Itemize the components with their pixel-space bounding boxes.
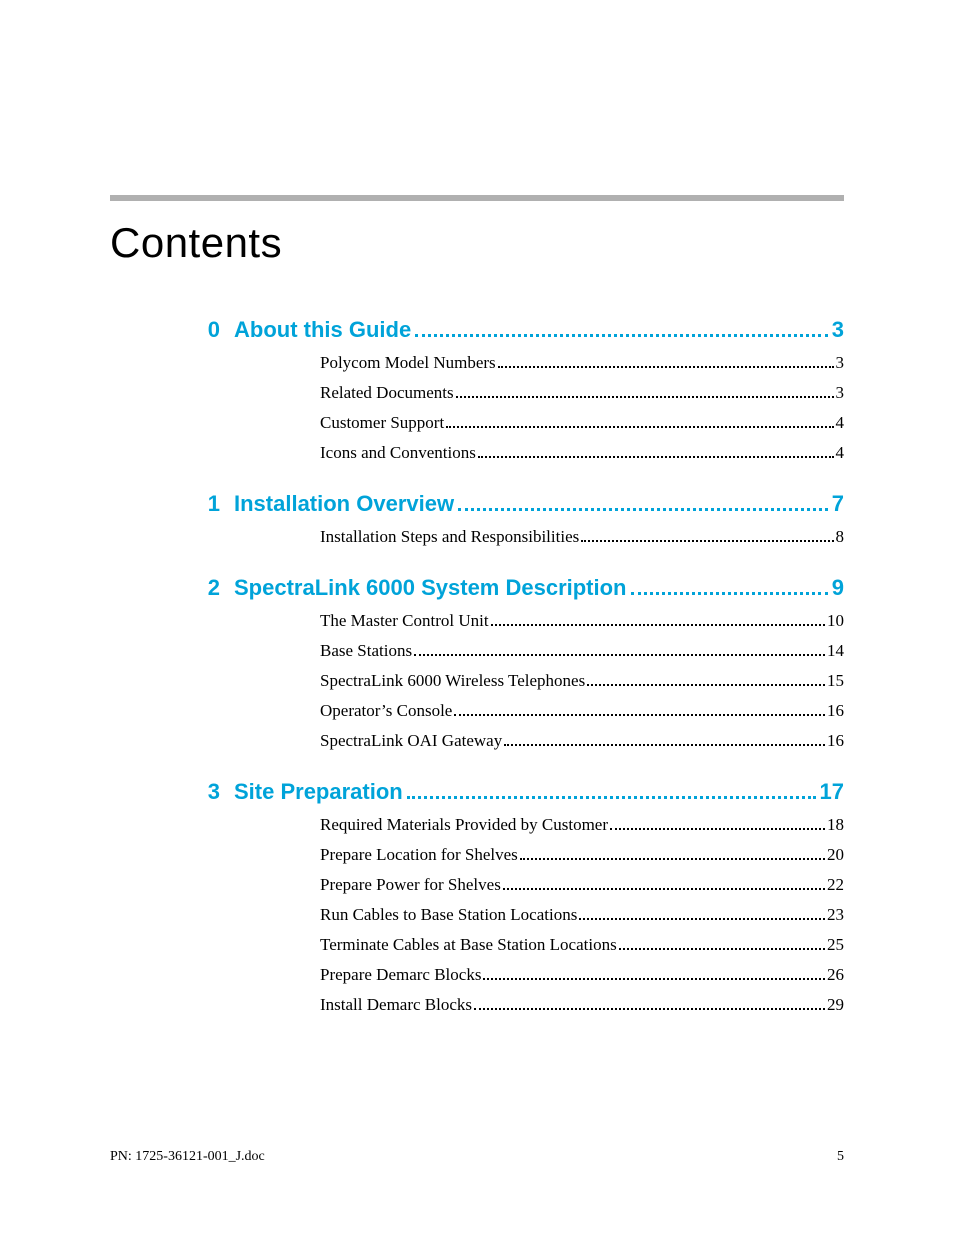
toc-subitem: Polycom Model Numbers 3 xyxy=(320,353,844,373)
sub-page: 23 xyxy=(827,905,844,925)
sub-page: 8 xyxy=(836,527,845,547)
sub-title: Install Demarc Blocks xyxy=(320,995,472,1015)
table-of-contents: 0 About this Guide 3 Polycom Model Numbe… xyxy=(190,317,844,1015)
leader-dots xyxy=(619,948,825,950)
sub-title: SpectraLink OAI Gateway xyxy=(320,731,502,751)
toc-subitem: Install Demarc Blocks 29 xyxy=(320,995,844,1015)
sub-page: 4 xyxy=(836,443,845,463)
sub-title: Terminate Cables at Base Station Locatio… xyxy=(320,935,617,955)
leader-dots xyxy=(454,714,825,716)
page-footer: PN: 1725-36121-001_J.doc 5 xyxy=(110,1149,844,1165)
sub-page: 22 xyxy=(827,875,844,895)
footer-page-number: 5 xyxy=(837,1149,844,1165)
section-page: 3 xyxy=(832,317,844,343)
leader-dots xyxy=(456,396,834,398)
sub-page: 4 xyxy=(836,413,845,433)
sub-page: 10 xyxy=(827,611,844,631)
sub-page: 15 xyxy=(827,671,844,691)
top-rule xyxy=(110,195,844,201)
section-line: About this Guide 3 xyxy=(234,317,844,343)
toc-subitem: Prepare Location for Shelves 20 xyxy=(320,845,844,865)
toc-section: 2 SpectraLink 6000 System Description 9 xyxy=(190,575,844,601)
section-title: Installation Overview xyxy=(234,491,454,517)
section-title: SpectraLink 6000 System Description xyxy=(234,575,627,601)
sub-page: 16 xyxy=(827,701,844,721)
sub-page: 3 xyxy=(836,383,845,403)
section-title: About this Guide xyxy=(234,317,411,343)
toc-subitem: The Master Control Unit 10 xyxy=(320,611,844,631)
sub-title: Icons and Conventions xyxy=(320,443,476,463)
leader-dots xyxy=(610,828,825,830)
sub-title: Operator’s Console xyxy=(320,701,452,721)
section-number: 1 xyxy=(190,491,220,517)
section-page: 7 xyxy=(832,491,844,517)
page-title: Contents xyxy=(110,219,844,267)
sub-page: 29 xyxy=(827,995,844,1015)
section-line: SpectraLink 6000 System Description 9 xyxy=(234,575,844,601)
sub-title: Prepare Location for Shelves xyxy=(320,845,518,865)
toc-section: 1 Installation Overview 7 xyxy=(190,491,844,517)
leader-dots xyxy=(498,366,834,368)
section-line: Site Preparation 17 xyxy=(234,779,844,805)
leader-dots xyxy=(631,592,828,595)
toc-subitem: Related Documents 3 xyxy=(320,383,844,403)
sub-title: Base Stations xyxy=(320,641,412,661)
sub-page: 18 xyxy=(827,815,844,835)
toc-subitem: Customer Support 4 xyxy=(320,413,844,433)
leader-dots xyxy=(579,918,825,920)
leader-dots xyxy=(458,508,828,511)
sub-title: The Master Control Unit xyxy=(320,611,489,631)
sub-title: SpectraLink 6000 Wireless Telephones xyxy=(320,671,585,691)
sub-page: 26 xyxy=(827,965,844,985)
leader-dots xyxy=(581,540,833,542)
toc-subitem: Prepare Power for Shelves 22 xyxy=(320,875,844,895)
toc-section: 0 About this Guide 3 xyxy=(190,317,844,343)
footer-doc-id: PN: 1725-36121-001_J.doc xyxy=(110,1149,265,1165)
section-page: 9 xyxy=(832,575,844,601)
toc-subitem: Terminate Cables at Base Station Locatio… xyxy=(320,935,844,955)
sub-title: Polycom Model Numbers xyxy=(320,353,496,373)
leader-dots xyxy=(474,1008,825,1010)
leader-dots xyxy=(483,978,825,980)
toc-subitem: Run Cables to Base Station Locations 23 xyxy=(320,905,844,925)
toc-subitem: Icons and Conventions 4 xyxy=(320,443,844,463)
leader-dots xyxy=(491,624,825,626)
sub-title: Related Documents xyxy=(320,383,454,403)
toc-section: 3 Site Preparation 17 xyxy=(190,779,844,805)
leader-dots xyxy=(407,796,816,799)
section-page: 17 xyxy=(820,779,844,805)
section-number: 0 xyxy=(190,317,220,343)
leader-dots xyxy=(587,684,825,686)
section-number: 2 xyxy=(190,575,220,601)
sub-title: Prepare Power for Shelves xyxy=(320,875,501,895)
sub-page: 14 xyxy=(827,641,844,661)
leader-dots xyxy=(414,654,825,656)
leader-dots xyxy=(446,426,833,428)
toc-subitem: Prepare Demarc Blocks 26 xyxy=(320,965,844,985)
leader-dots xyxy=(504,744,825,746)
leader-dots xyxy=(503,888,825,890)
sub-page: 25 xyxy=(827,935,844,955)
section-line: Installation Overview 7 xyxy=(234,491,844,517)
toc-subitem: Installation Steps and Responsibilities … xyxy=(320,527,844,547)
leader-dots xyxy=(478,456,834,458)
leader-dots xyxy=(415,334,828,337)
toc-subitem: SpectraLink 6000 Wireless Telephones 15 xyxy=(320,671,844,691)
page: Contents 0 About this Guide 3 Polycom Mo… xyxy=(0,0,954,1235)
section-title: Site Preparation xyxy=(234,779,403,805)
sub-title: Customer Support xyxy=(320,413,444,433)
toc-subitem: Required Materials Provided by Customer … xyxy=(320,815,844,835)
sub-title: Installation Steps and Responsibilities xyxy=(320,527,579,547)
sub-title: Prepare Demarc Blocks xyxy=(320,965,481,985)
sub-title: Required Materials Provided by Customer xyxy=(320,815,608,835)
toc-subitem: Base Stations 14 xyxy=(320,641,844,661)
section-number: 3 xyxy=(190,779,220,805)
sub-page: 16 xyxy=(827,731,844,751)
sub-title: Run Cables to Base Station Locations xyxy=(320,905,577,925)
sub-page: 20 xyxy=(827,845,844,865)
toc-subitem: SpectraLink OAI Gateway 16 xyxy=(320,731,844,751)
leader-dots xyxy=(520,858,825,860)
toc-subitem: Operator’s Console 16 xyxy=(320,701,844,721)
sub-page: 3 xyxy=(836,353,845,373)
